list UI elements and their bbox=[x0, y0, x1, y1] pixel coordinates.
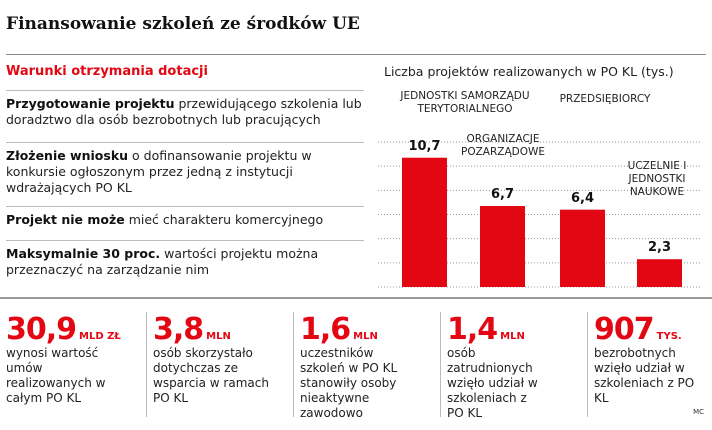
divider bbox=[440, 312, 441, 417]
divider bbox=[6, 206, 364, 207]
stat-unit: TYS. bbox=[656, 331, 682, 342]
condition-bold: Złożenie wniosku bbox=[6, 148, 129, 163]
stat: 30,9 MLD ZŁ wynosi wartość umów realizowan… bbox=[6, 312, 144, 406]
stat-unit: MLD ZŁ bbox=[79, 331, 121, 342]
divider bbox=[6, 142, 364, 143]
condition-text: wartości projektu można przeznaczyć na z… bbox=[6, 246, 319, 277]
stat-unit: MLN bbox=[206, 331, 231, 342]
stat-unit: MLN bbox=[500, 331, 525, 342]
stat-unit: MLN bbox=[353, 331, 378, 342]
chart-title: Liczba projektów realizowanych w PO KL (… bbox=[384, 64, 674, 79]
condition: Projekt nie może mieć charakteru komercy… bbox=[6, 212, 364, 228]
category-label: UCZELNIE I JEDNOSTKI NAUKOWE bbox=[627, 160, 687, 198]
stat-text: bezrobotnych wzięło udział w szkoleniach… bbox=[594, 346, 695, 405]
divider bbox=[146, 312, 147, 417]
divider bbox=[6, 240, 364, 241]
condition-text: mieć charakteru komercyjnego bbox=[128, 212, 324, 227]
condition: Przygotowanie projektu przewidującego sz… bbox=[6, 96, 364, 128]
category-label: ORGANIZACJE POZARZĄDOWE bbox=[460, 133, 545, 158]
conditions-heading: Warunki otrzymania dotacji bbox=[6, 64, 208, 79]
stat-text: wynosi wartość umów realizowanych w cały… bbox=[6, 346, 106, 405]
stat-headline: 1,6 MLN bbox=[300, 312, 438, 348]
stat: 1,6 MLN uczestników szkoleń w PO KL stanow… bbox=[300, 312, 438, 421]
condition: Maksymalnie 30 proc. wartości projektu m… bbox=[6, 246, 364, 278]
value-label: 6,7 bbox=[490, 187, 515, 203]
bar bbox=[560, 209, 605, 287]
category-label: PRZEDSIĘBIORCY bbox=[559, 93, 651, 105]
stat-number: 1,6 bbox=[300, 312, 351, 347]
stat-headline: 30,9 MLD ZŁ bbox=[6, 312, 144, 348]
stat-number: 30,9 bbox=[6, 312, 77, 347]
divider bbox=[293, 312, 294, 417]
stat-text: osób zatrudnionych wzięło udział w szkol… bbox=[447, 346, 538, 420]
stat-headline: 1,4 MLN bbox=[447, 312, 585, 348]
bar bbox=[402, 157, 447, 287]
bar bbox=[637, 259, 682, 287]
condition-bold: Przygotowanie projektu bbox=[6, 96, 175, 111]
stat-headline: 907 TYS. bbox=[594, 312, 712, 348]
stat-headline: 3,8 MLN bbox=[153, 312, 291, 348]
stat-number: 1,4 bbox=[447, 312, 498, 347]
stat-number: 907 bbox=[594, 312, 655, 347]
value-label: 2,3 bbox=[647, 240, 672, 256]
divider bbox=[0, 297, 712, 299]
stat-text: uczestników szkoleń w PO KL stanowiły os… bbox=[300, 346, 398, 420]
stat: 1,4 MLN osób zatrudnionych wzięło udział w… bbox=[447, 312, 585, 421]
value-label: 6,4 bbox=[570, 190, 595, 206]
condition-text: przewidującego szkolenia lub doradztwo d… bbox=[6, 96, 362, 127]
value-label: 10,7 bbox=[408, 138, 441, 154]
category-label: JEDNOSTKI SAMORZĄDU TERYTORIALNEGO bbox=[400, 90, 530, 115]
condition-text: o dofinansowanie projektu w konkursie og… bbox=[6, 148, 312, 195]
condition-bold: Maksymalnie 30 proc. bbox=[6, 246, 161, 261]
stat: 3,8 MLN osób skorzystało dotychczas ze wsp… bbox=[153, 312, 291, 406]
title: Finansowanie szkoleń ze środków UE bbox=[6, 14, 360, 34]
stat-text: osób skorzystało dotychczas ze wsparcia … bbox=[153, 346, 269, 405]
condition-bold: Projekt nie może bbox=[6, 212, 125, 227]
condition: Złożenie wniosku o dofinansowanie projek… bbox=[6, 148, 364, 196]
divider bbox=[6, 90, 364, 91]
stat-number: 3,8 bbox=[153, 312, 204, 347]
divider bbox=[587, 312, 588, 417]
stat: 907 TYS. bezrobotnych wzięło udział w szko… bbox=[594, 312, 712, 406]
divider bbox=[6, 54, 706, 55]
credit: MC bbox=[693, 408, 704, 416]
bar bbox=[480, 206, 525, 287]
